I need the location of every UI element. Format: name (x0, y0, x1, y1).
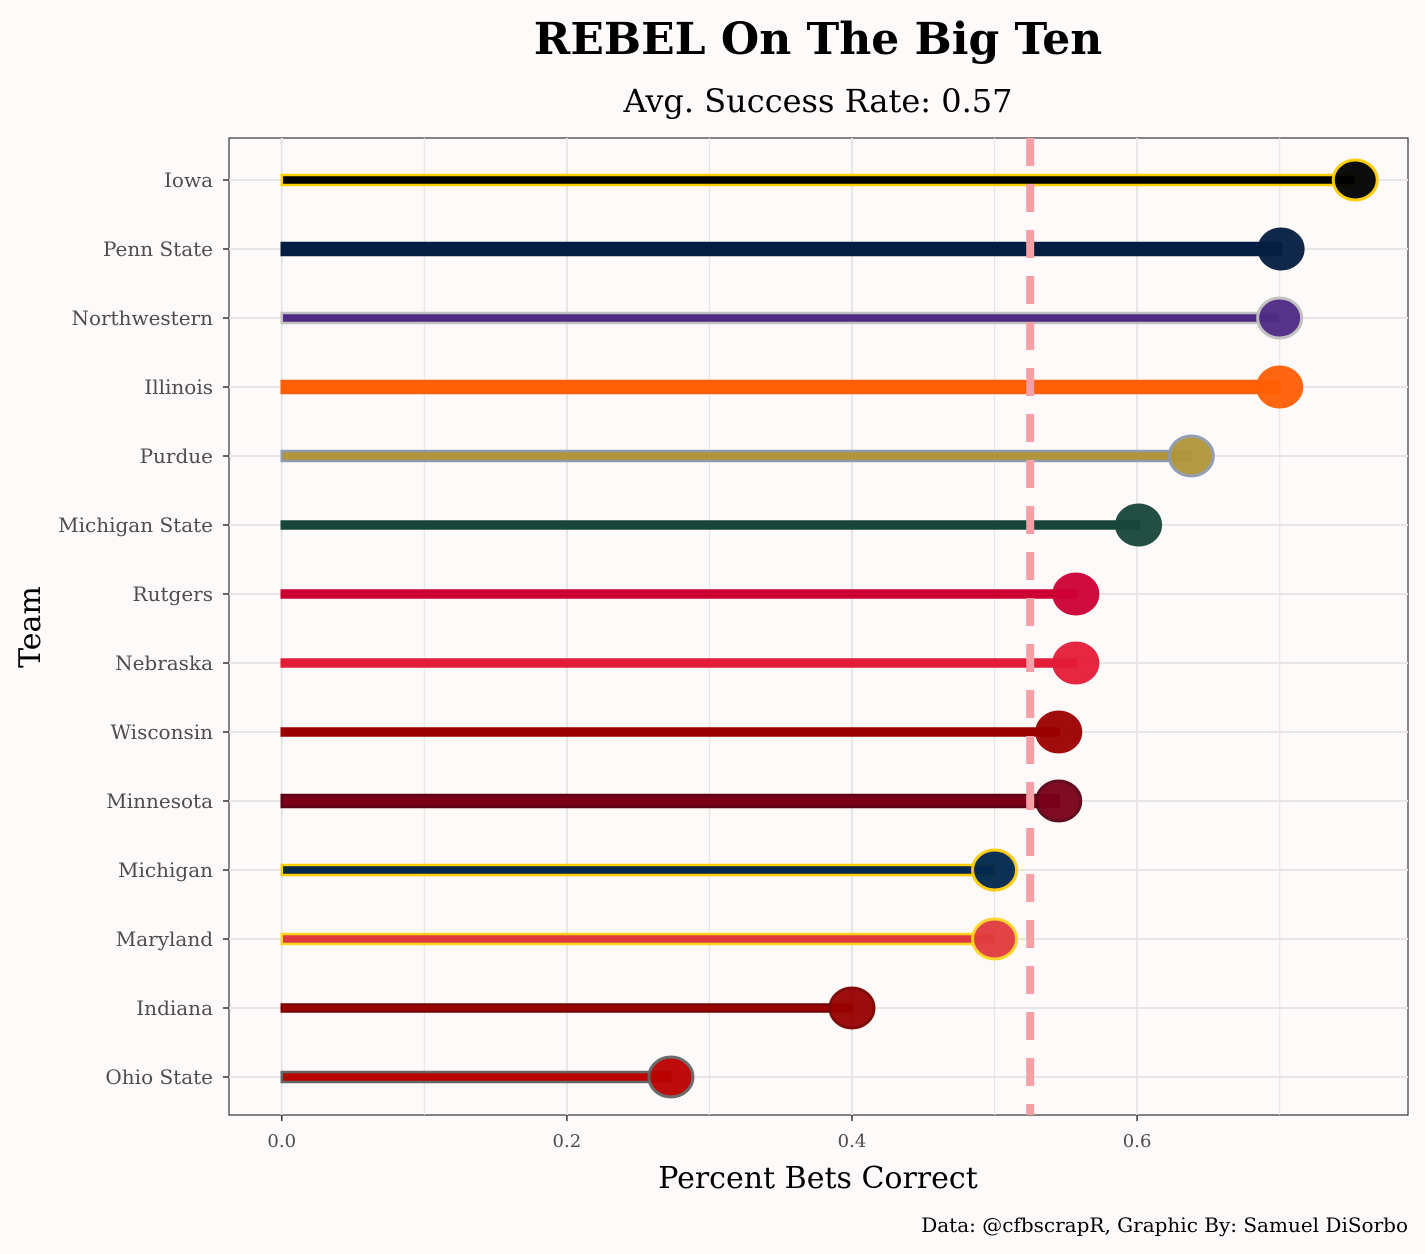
logo-shape (1035, 779, 1083, 823)
y-tick-label: Michigan State (58, 513, 213, 537)
logo-shape (1256, 365, 1304, 409)
y-tick-label: Ohio State (105, 1065, 213, 1089)
y-tick-label: Indiana (136, 996, 213, 1020)
y-axis-label: Team (13, 586, 48, 668)
team-logo (1256, 296, 1304, 340)
y-tick-label: Nebraska (115, 651, 213, 675)
bar (280, 727, 1060, 737)
logo-shape (828, 986, 876, 1030)
bar (280, 311, 1281, 325)
y-tick-label: Northwestern (71, 306, 213, 330)
logo-shape (1052, 572, 1100, 616)
team-logo (971, 917, 1019, 961)
team-logo (828, 986, 876, 1030)
x-tick-label: 0.4 (838, 1131, 867, 1152)
bar (280, 241, 1283, 257)
logo-shape (1035, 710, 1083, 754)
team-logo (1115, 503, 1163, 547)
bar (280, 793, 1060, 809)
y-tick-label: Minnesota (106, 789, 213, 813)
bar (280, 173, 1357, 187)
team-logo (1035, 779, 1083, 823)
bar (280, 1003, 854, 1013)
logo-shape (971, 848, 1019, 892)
logo-shape (1115, 503, 1163, 547)
logo-shape (971, 917, 1019, 961)
plot-panel (228, 137, 1409, 1116)
bar (280, 932, 996, 946)
x-tick-label: 0.6 (1123, 1131, 1152, 1152)
x-tick-label: 0.2 (553, 1131, 582, 1152)
bar (280, 589, 1078, 599)
y-tick-label: Rutgers (133, 582, 213, 606)
y-tick-label: Maryland (116, 927, 213, 951)
chart-title: REBEL On The Big Ten (534, 14, 1102, 65)
team-logo (1052, 641, 1100, 685)
x-tick-label: 0.0 (267, 1131, 296, 1152)
x-axis-label: Percent Bets Correct (658, 1161, 978, 1196)
logo-shape (647, 1055, 695, 1099)
team-logo (1035, 710, 1083, 754)
bar (280, 863, 996, 877)
logo-shape (1167, 434, 1215, 478)
team-logo (971, 848, 1019, 892)
logo-shape (1052, 641, 1100, 685)
team-logo (647, 1055, 695, 1099)
caption: Data: @cfbscrapR, Graphic By: Samuel DiS… (921, 1213, 1408, 1237)
logo-shape (1331, 158, 1379, 202)
logo-shape (1257, 227, 1305, 271)
y-tick-label: Illinois (144, 375, 213, 399)
y-tick-label: Iowa (164, 168, 213, 192)
bar (280, 520, 1140, 530)
bar (280, 658, 1078, 668)
y-tick-label: Penn State (103, 237, 213, 261)
team-logo (1052, 572, 1100, 616)
bar (280, 449, 1193, 463)
y-tick-label: Michigan (118, 858, 213, 882)
bar (280, 379, 1281, 395)
y-tick-label: Purdue (140, 444, 213, 468)
logo-shape (1256, 296, 1304, 340)
team-logo (1331, 158, 1379, 202)
chart-subtitle: Avg. Success Rate: 0.57 (623, 82, 1013, 120)
team-logo (1256, 365, 1304, 409)
team-logo (1167, 434, 1215, 478)
y-tick-label: Wisconsin (110, 720, 213, 744)
bar (280, 1070, 673, 1084)
team-logo (1257, 227, 1305, 271)
